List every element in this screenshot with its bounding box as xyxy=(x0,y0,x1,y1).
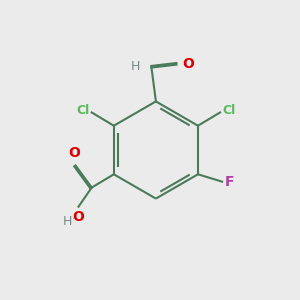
Text: H: H xyxy=(131,60,140,73)
Text: H: H xyxy=(63,215,72,228)
Text: F: F xyxy=(225,175,235,189)
Text: O: O xyxy=(182,57,194,71)
Text: O: O xyxy=(68,146,80,160)
Text: Cl: Cl xyxy=(222,104,236,118)
Text: Cl: Cl xyxy=(76,104,89,118)
Text: O: O xyxy=(72,210,84,224)
Text: ·: · xyxy=(71,214,75,224)
